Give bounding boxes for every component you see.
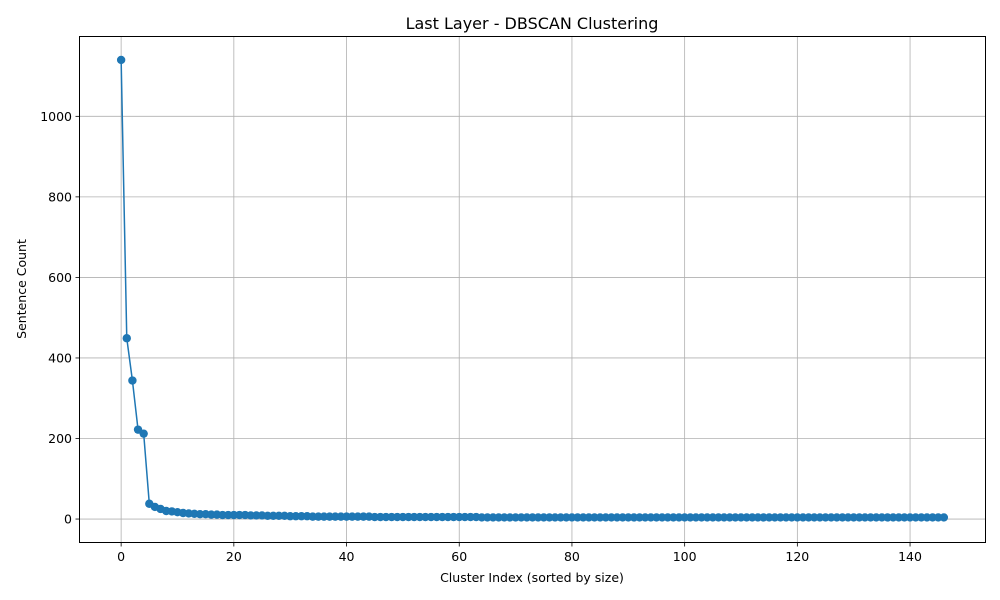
x-tick-label: 20 <box>226 549 242 564</box>
data-point <box>939 513 949 522</box>
plot-frame <box>79 36 986 543</box>
x-axis-ticks: 0 20 40 60 80 100 120 140 <box>117 542 922 564</box>
y-axis-ticks: 0 200 400 600 800 1000 <box>40 109 80 527</box>
y-tick-label: 800 <box>48 189 72 204</box>
data-point <box>122 334 131 343</box>
x-tick-label: 40 <box>339 549 355 564</box>
x-tick-label: 120 <box>785 549 809 564</box>
y-tick-label: 200 <box>48 431 72 446</box>
x-tick-label: 140 <box>898 549 922 564</box>
y-tick-label: 600 <box>48 270 72 285</box>
x-tick-label: 80 <box>564 549 580 564</box>
data-series <box>116 55 949 522</box>
data-point <box>139 429 148 438</box>
x-axis-label: Cluster Index (sorted by size) <box>440 570 624 585</box>
y-tick-label: 400 <box>48 350 72 365</box>
x-tick-label: 0 <box>117 549 125 564</box>
y-tick-label: 0 <box>64 512 72 527</box>
x-tick-label: 100 <box>673 549 697 564</box>
grid-lines <box>80 37 985 542</box>
data-point <box>128 376 137 385</box>
chart-title: Last Layer - DBSCAN Clustering <box>406 14 659 33</box>
y-tick-label: 1000 <box>40 109 72 124</box>
y-axis-label: Sentence Count <box>14 239 29 339</box>
x-tick-label: 60 <box>451 549 467 564</box>
data-point <box>116 55 126 65</box>
